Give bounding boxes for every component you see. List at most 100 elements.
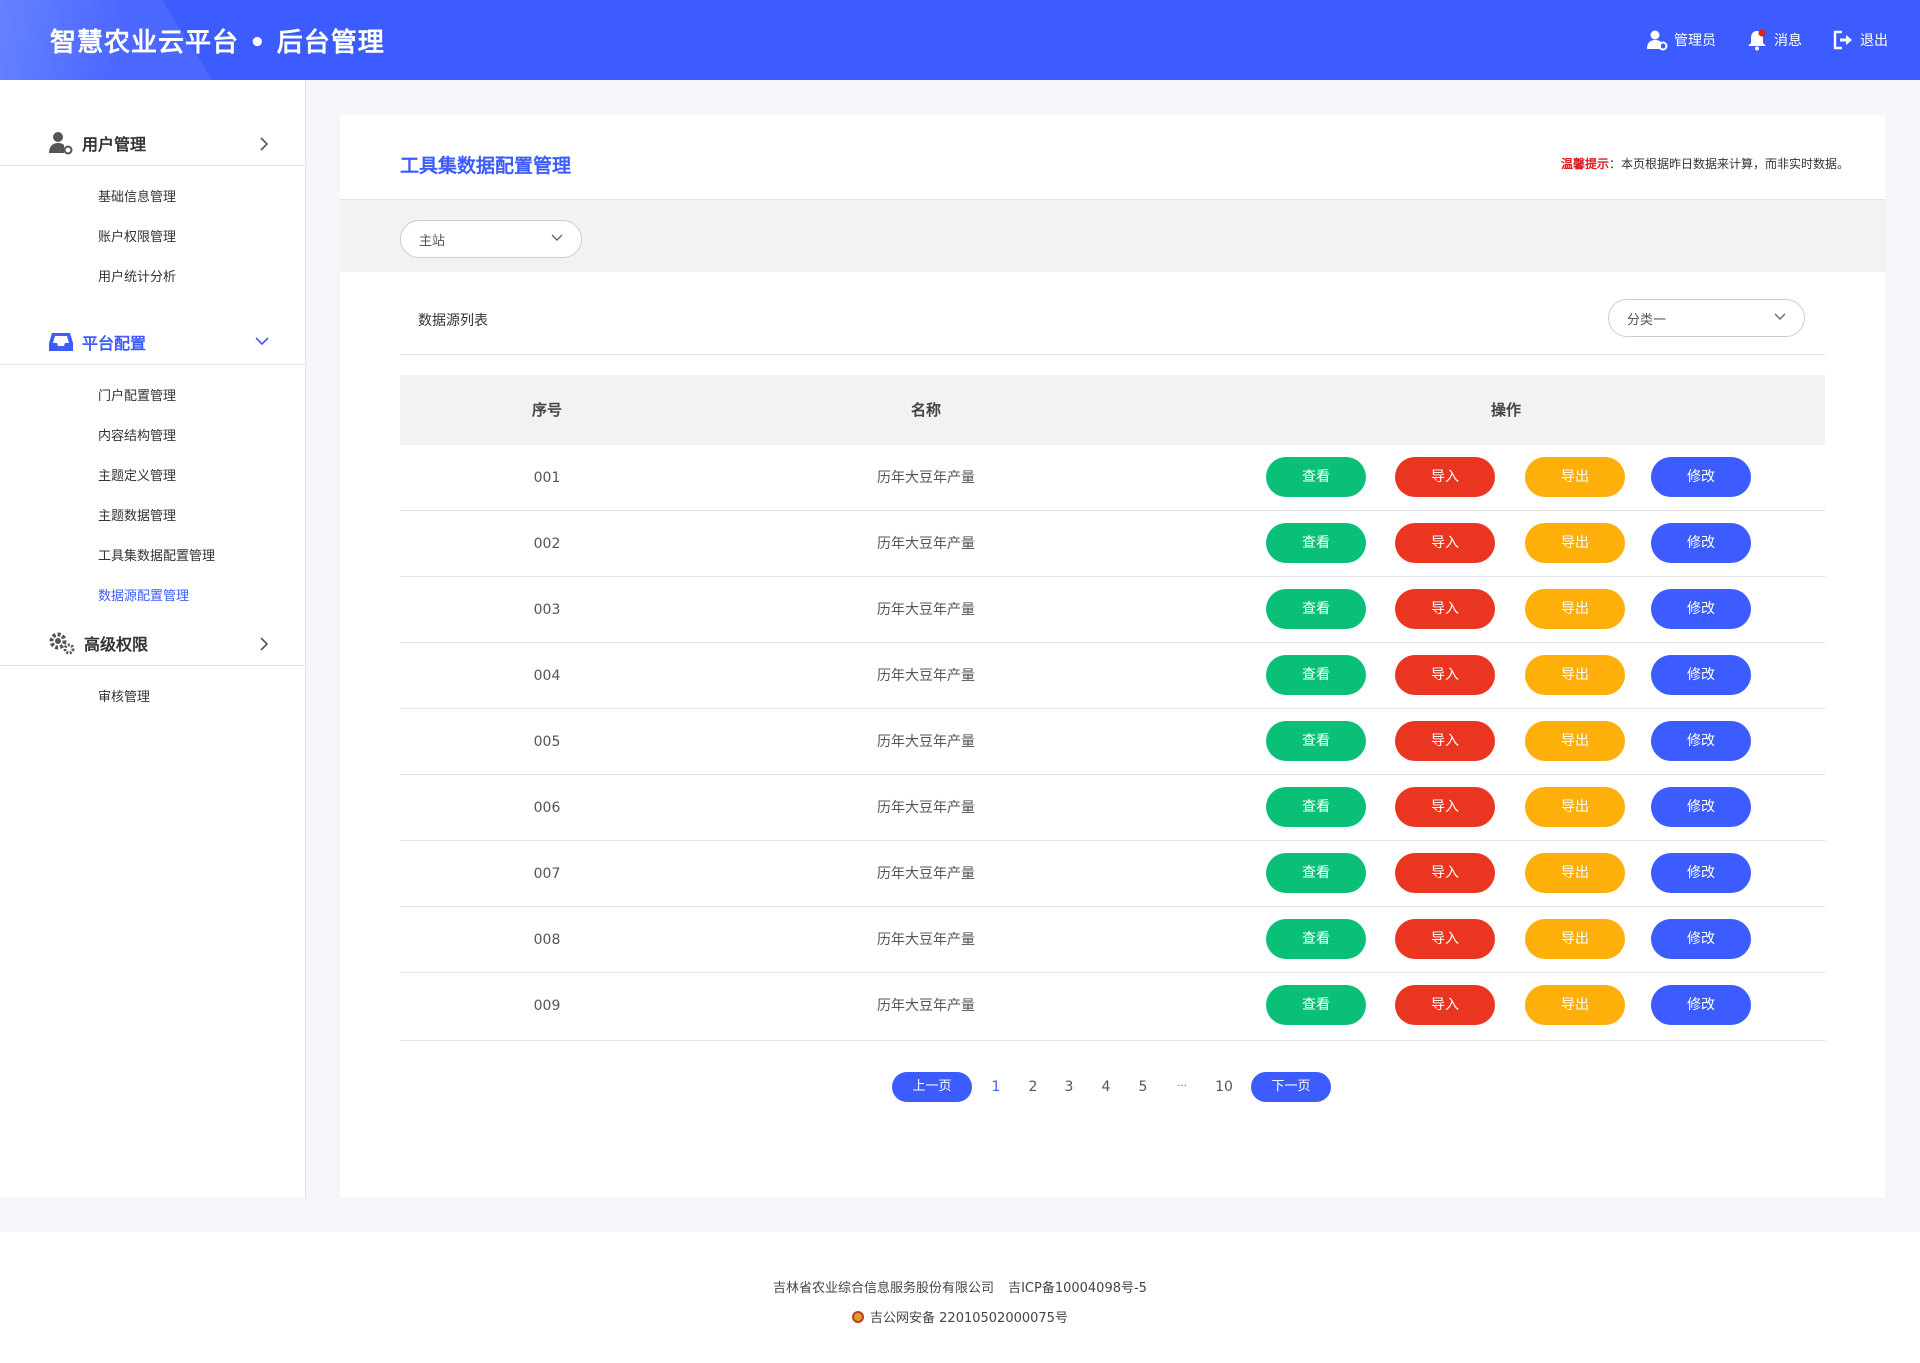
tip-label: 温馨提示 [1560, 157, 1609, 171]
row-index: 005 [533, 734, 561, 750]
column-header-index: 序号 [531, 401, 563, 419]
sidebar-item-content-structure[interactable]: 内容结构管理 [98, 429, 177, 444]
main-panel: 工具集数据配置管理 温馨提示：本页根据昨日数据来计算，而非实时数据。 主站 数据… [340, 115, 1885, 1198]
table-row: 004 历年大豆年产量 查看 导入 导出 修改 [400, 643, 1825, 709]
row-index: 004 [533, 668, 561, 684]
table-row: 006 历年大豆年产量 查看 导入 导出 修改 [400, 775, 1825, 841]
edit-button[interactable]: 修改 [1651, 655, 1751, 695]
divider [400, 354, 1825, 355]
page-ellipsis: ··· [1177, 1081, 1187, 1092]
site-select-value: 主站 [419, 233, 446, 249]
sidebar-item-user-stats[interactable]: 用户统计分析 [98, 270, 177, 285]
sidebar-group-label: 平台配置 [82, 333, 147, 353]
next-page-button[interactable]: 下一页 [1251, 1072, 1331, 1102]
import-button[interactable]: 导入 [1395, 523, 1495, 563]
message-button[interactable]: 消息 [1746, 29, 1802, 51]
export-button[interactable]: 导出 [1525, 457, 1625, 497]
sidebar-group-advanced-permission[interactable]: 高级权限 [0, 620, 305, 666]
row-name: 历年大豆年产量 [877, 470, 975, 486]
row-name: 历年大豆年产量 [877, 536, 975, 552]
page-number[interactable]: 5 [1138, 1079, 1148, 1095]
sidebar-item-audit[interactable]: 审核管理 [98, 690, 151, 705]
sidebar-item-basic-info[interactable]: 基础信息管理 [98, 190, 177, 205]
logout-button[interactable]: 退出 [1832, 29, 1888, 51]
edit-button[interactable]: 修改 [1651, 523, 1751, 563]
prev-page-button[interactable]: 上一页 [892, 1072, 972, 1102]
view-button[interactable]: 查看 [1266, 589, 1366, 629]
export-button[interactable]: 导出 [1525, 721, 1625, 761]
site-title: 智慧农业云平台 • 后台管理 [50, 28, 385, 58]
edit-button[interactable]: 修改 [1651, 985, 1751, 1025]
table-row: 002 历年大豆年产量 查看 导入 导出 修改 [400, 511, 1825, 577]
table-row: 009 历年大豆年产量 查看 导入 导出 修改 [400, 973, 1825, 1041]
page-number[interactable]: 3 [1064, 1079, 1074, 1095]
import-button[interactable]: 导入 [1395, 919, 1495, 959]
sidebar-item-portal-config[interactable]: 门户配置管理 [98, 389, 177, 404]
column-header-name: 名称 [910, 401, 942, 419]
chevron-right-icon [260, 137, 269, 151]
category-select[interactable]: 分类一 [1608, 299, 1805, 337]
export-button[interactable]: 导出 [1525, 523, 1625, 563]
edit-button[interactable]: 修改 [1651, 787, 1751, 827]
footer-icp[interactable]: 吉ICP备10004098号-5 [1008, 1281, 1147, 1296]
import-button[interactable]: 导入 [1395, 655, 1495, 695]
export-button[interactable]: 导出 [1525, 589, 1625, 629]
sidebar-group-user-management[interactable]: 用户管理 [0, 120, 305, 166]
view-button[interactable]: 查看 [1266, 721, 1366, 761]
export-button[interactable]: 导出 [1525, 919, 1625, 959]
page-number[interactable]: 10 [1215, 1079, 1233, 1095]
page-number[interactable]: 2 [1028, 1079, 1038, 1095]
view-button[interactable]: 查看 [1266, 655, 1366, 695]
export-button[interactable]: 导出 [1525, 853, 1625, 893]
police-badge-icon [852, 1311, 865, 1323]
top-header: 智慧农业云平台 • 后台管理 管理员 消息 退出 [0, 0, 1920, 80]
view-button[interactable]: 查看 [1266, 523, 1366, 563]
admin-button[interactable]: 管理员 [1646, 29, 1716, 51]
edit-button[interactable]: 修改 [1651, 457, 1751, 497]
view-button[interactable]: 查看 [1266, 787, 1366, 827]
column-header-actions: 操作 [1490, 401, 1522, 419]
edit-button[interactable]: 修改 [1651, 853, 1751, 893]
footer-copyright: 吉林省农业综合信息服务股份有限公司 吉ICP备10004098号-5 [0, 1277, 1920, 1296]
export-button[interactable]: 导出 [1525, 985, 1625, 1025]
import-button[interactable]: 导入 [1395, 985, 1495, 1025]
sidebar: 用户管理 基础信息管理 账户权限管理 用户统计分析 平台配置 门户配置管理 内容… [0, 80, 306, 1198]
row-name: 历年大豆年产量 [877, 602, 975, 618]
view-button[interactable]: 查看 [1266, 919, 1366, 959]
edit-button[interactable]: 修改 [1651, 919, 1751, 959]
import-button[interactable]: 导入 [1395, 721, 1495, 761]
site-select[interactable]: 主站 [400, 220, 582, 258]
edit-button[interactable]: 修改 [1651, 721, 1751, 761]
page-number[interactable]: 4 [1101, 1079, 1111, 1095]
category-select-value: 分类一 [1627, 312, 1667, 328]
row-name: 历年大豆年产量 [877, 668, 975, 684]
tip-text: ：本页根据昨日数据来计算，而非实时数据。 [1608, 157, 1849, 171]
chevron-down-icon [1774, 313, 1786, 320]
view-button[interactable]: 查看 [1266, 853, 1366, 893]
view-button[interactable]: 查看 [1266, 457, 1366, 497]
sidebar-group-label: 高级权限 [84, 634, 149, 654]
footer-police[interactable]: 吉公网安备 22010502000075号 [870, 1311, 1068, 1326]
import-button[interactable]: 导入 [1395, 589, 1495, 629]
row-index: 009 [533, 998, 561, 1014]
sidebar-group-platform-config[interactable]: 平台配置 [0, 319, 305, 365]
bell-icon [1748, 29, 1766, 51]
import-button[interactable]: 导入 [1395, 787, 1495, 827]
export-button[interactable]: 导出 [1525, 655, 1625, 695]
sidebar-item-topic-data[interactable]: 主题数据管理 [98, 509, 177, 524]
list-label: 数据源列表 [418, 313, 488, 329]
footer-police-record: 吉公网安备 22010502000075号 [0, 1307, 1920, 1326]
view-button[interactable]: 查看 [1266, 985, 1366, 1025]
inbox-tray-icon [49, 332, 73, 351]
import-button[interactable]: 导入 [1395, 457, 1495, 497]
edit-button[interactable]: 修改 [1651, 589, 1751, 629]
sidebar-item-toolset-config[interactable]: 工具集数据配置管理 [98, 549, 216, 564]
sidebar-item-datasource-config[interactable]: 数据源配置管理 [98, 589, 190, 604]
user-gear-icon [1647, 30, 1668, 51]
page-number[interactable]: 1 [991, 1079, 1001, 1095]
import-button[interactable]: 导入 [1395, 853, 1495, 893]
page-title: 工具集数据配置管理 [400, 155, 572, 177]
sidebar-item-topic-definition[interactable]: 主题定义管理 [98, 469, 177, 484]
export-button[interactable]: 导出 [1525, 787, 1625, 827]
sidebar-item-account-permission[interactable]: 账户权限管理 [98, 230, 177, 245]
